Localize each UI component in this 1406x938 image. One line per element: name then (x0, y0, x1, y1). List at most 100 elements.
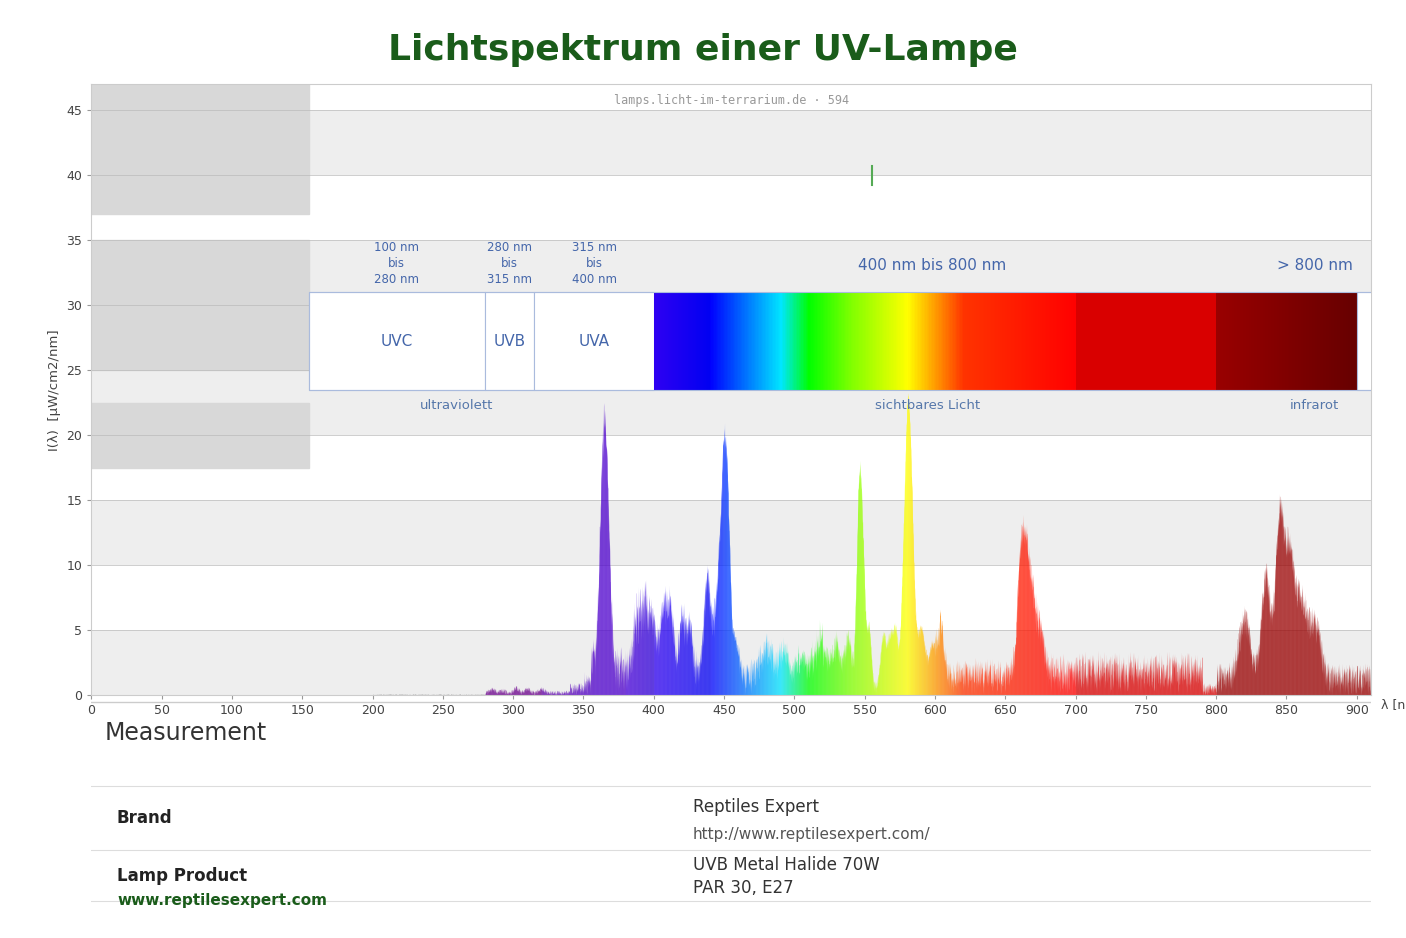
Bar (91, 240, 309, 371)
Bar (1326, 293, 1327, 390)
Bar (979, 293, 980, 390)
Bar (713, 293, 714, 390)
Bar (1285, 293, 1286, 390)
Text: http://www.reptilesexpert.com/: http://www.reptilesexpert.com/ (693, 827, 931, 842)
Bar (890, 293, 891, 390)
Bar (704, 293, 706, 390)
Bar (1140, 293, 1142, 390)
Bar (1150, 293, 1152, 390)
Text: UVA: UVA (578, 334, 610, 349)
Bar (927, 293, 928, 390)
Bar (887, 293, 889, 390)
Bar (1180, 293, 1181, 390)
Bar (1275, 293, 1277, 390)
Bar (1066, 293, 1067, 390)
Bar (91, 84, 309, 215)
Bar (1232, 293, 1233, 390)
Bar (756, 293, 758, 390)
Bar (725, 293, 727, 390)
Bar (759, 293, 761, 390)
Bar (815, 293, 817, 390)
Bar (1001, 293, 1002, 390)
Bar (963, 293, 965, 390)
Bar (1077, 293, 1078, 390)
Bar (1234, 293, 1236, 390)
Bar (1036, 293, 1038, 390)
Bar (872, 293, 873, 390)
Bar (1008, 293, 1010, 390)
Bar (1011, 293, 1012, 390)
Bar (717, 293, 718, 390)
Bar (800, 293, 801, 390)
Bar (1211, 293, 1212, 390)
Bar (1219, 293, 1220, 390)
Bar (1167, 293, 1168, 390)
Bar (945, 293, 946, 390)
Bar (924, 293, 925, 390)
Bar (884, 293, 886, 390)
Bar (1157, 293, 1159, 390)
Bar (1177, 293, 1178, 390)
Bar (806, 293, 807, 390)
Bar (1313, 293, 1315, 390)
Bar (727, 293, 728, 390)
Bar (873, 293, 875, 390)
Bar (673, 293, 675, 390)
Bar (915, 293, 917, 390)
Bar (1271, 293, 1272, 390)
Bar (1025, 293, 1026, 390)
Bar (976, 293, 977, 390)
Bar (828, 293, 830, 390)
Bar (711, 293, 713, 390)
Bar (859, 293, 860, 390)
Bar (1136, 293, 1137, 390)
Bar (1306, 293, 1308, 390)
Bar (1042, 293, 1043, 390)
Bar (1010, 293, 1011, 390)
Bar (1112, 293, 1114, 390)
Bar (1146, 293, 1147, 390)
Bar (1347, 293, 1348, 390)
Bar (714, 293, 716, 390)
Bar (707, 293, 709, 390)
Bar (1163, 293, 1164, 390)
Bar (1254, 293, 1256, 390)
Bar (1083, 293, 1084, 390)
Bar (994, 293, 995, 390)
Bar (957, 293, 959, 390)
Bar (965, 293, 966, 390)
Bar (797, 293, 799, 390)
Bar (1114, 293, 1115, 390)
Bar (998, 293, 1000, 390)
Text: infrarot: infrarot (1289, 399, 1340, 412)
Bar (1213, 293, 1215, 390)
Bar (838, 293, 839, 390)
Bar (1118, 293, 1119, 390)
Text: λ [nm]: λ [nm] (1381, 699, 1406, 712)
Bar (678, 293, 679, 390)
Bar (837, 293, 838, 390)
Bar (1032, 293, 1033, 390)
Bar (1303, 293, 1305, 390)
Bar (91, 501, 1371, 566)
Bar (485, 293, 534, 390)
Bar (883, 293, 884, 390)
Bar (1244, 293, 1246, 390)
Bar (918, 293, 920, 390)
Bar (1053, 293, 1054, 390)
Bar (785, 293, 786, 390)
Bar (1331, 293, 1333, 390)
Bar (1241, 293, 1243, 390)
Bar (747, 293, 748, 390)
Bar (1101, 293, 1102, 390)
Bar (1302, 293, 1303, 390)
Bar (671, 293, 672, 390)
Text: > 800 nm: > 800 nm (1277, 258, 1353, 273)
Bar (1054, 293, 1056, 390)
Bar (776, 293, 778, 390)
Text: www.reptilesexpert.com: www.reptilesexpert.com (117, 893, 328, 908)
Bar (1301, 293, 1302, 390)
Text: UVB Metal Halide 70W: UVB Metal Halide 70W (693, 855, 880, 874)
Bar (710, 293, 711, 390)
Bar (790, 293, 792, 390)
